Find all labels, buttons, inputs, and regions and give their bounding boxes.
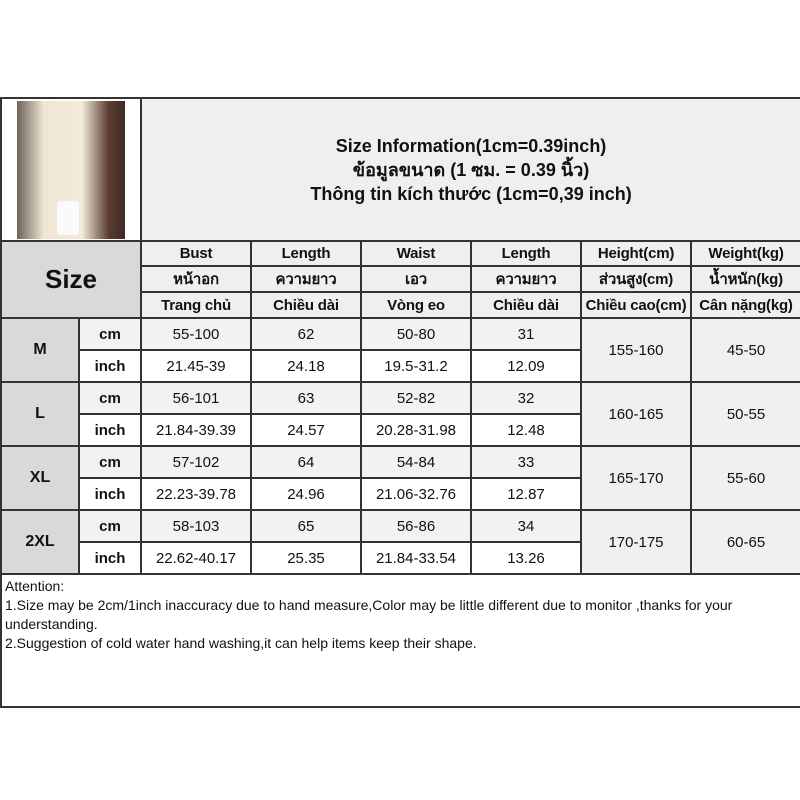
measurement-cell: 34: [470, 509, 582, 543]
unit-label: cm: [78, 381, 142, 415]
table-row: inch 22.62-40.17 25.35 21.84-33.54 13.26: [1, 541, 800, 575]
column-header-th: น้ำหนัก(kg): [689, 265, 800, 293]
measurement-cell: 24.18: [250, 349, 362, 383]
size-label: L: [0, 381, 80, 447]
attention-line: 1.Size may be 2cm/1inch inaccuracy due t…: [5, 597, 733, 632]
attention-notes: Attention: 1.Size may be 2cm/1inch inaccu…: [0, 573, 800, 708]
table-row: inch 22.23-39.78 24.96 21.06-32.76 12.87: [1, 477, 800, 511]
table-row: inch 21.45-39 24.18 19.5-31.2 12.09: [1, 349, 800, 383]
title-thai: ข้อมูลขนาด (1 ซม. = 0.39 นิ้ว): [352, 159, 590, 180]
height-cell: 160-165: [580, 381, 692, 447]
size-label: XL: [0, 445, 80, 511]
measurement-cell: 21.06-32.76: [360, 477, 472, 511]
product-photo-cell: [0, 97, 142, 242]
measurement-cell: 21.84-39.39: [140, 413, 252, 447]
measurement-cell: 62: [250, 317, 362, 351]
measurement-cell: 31: [470, 317, 582, 351]
measurement-cell: 33: [470, 445, 582, 479]
column-header-en: Weight(kg): [689, 240, 800, 267]
column-header-en: Length: [470, 240, 582, 267]
unit-label: inch: [78, 413, 142, 447]
measurement-cell: 12.87: [470, 477, 582, 511]
column-header-vi: Cân nặng(kg): [689, 291, 800, 319]
column-header-en: Bust: [140, 240, 252, 267]
column-header-vi: Chiều dài: [470, 291, 582, 319]
column-header-th: ส่วนสูง(cm): [580, 265, 692, 293]
measurement-cell: 22.62-40.17: [140, 541, 252, 575]
measurement-cell: 21.45-39: [140, 349, 252, 383]
weight-cell: 60-65: [689, 509, 800, 575]
column-header-th: ความยาว: [250, 265, 362, 293]
title-english: Size Information(1cm=0.39inch): [335, 135, 607, 156]
weight-cell: 55-60: [689, 445, 800, 511]
measurement-cell: 52-82: [360, 381, 472, 415]
measurement-cell: 50-80: [360, 317, 472, 351]
column-header-vi: Vòng eo: [360, 291, 472, 319]
measurement-cell: 54-84: [360, 445, 472, 479]
height-cell: 165-170: [580, 445, 692, 511]
measurement-cell: 20.28-31.98: [360, 413, 472, 447]
measurement-cell: 12.48: [470, 413, 582, 447]
column-header-th: ความยาว: [470, 265, 582, 293]
table-row: XL cm 57-102 64 54-84 33 165-170 55-60: [0, 445, 800, 511]
title-vietnamese: Thông tin kích thước (1cm=0,39 inch): [310, 183, 632, 204]
measurement-cell: 32: [470, 381, 582, 415]
column-header-en: Waist: [360, 240, 472, 267]
measurement-cell: 58-103: [140, 509, 252, 543]
column-header-en: Height(cm): [580, 240, 692, 267]
measurement-cell: 24.96: [250, 477, 362, 511]
attention-heading: Attention:: [5, 578, 65, 594]
column-header-vi: Chiều dài: [250, 291, 362, 319]
unit-label: inch: [78, 477, 142, 511]
measurement-cell: 21.84-33.54: [360, 541, 472, 575]
size-chart-table: Size Information(1cm=0.39inch) ข้อมูลขนา…: [0, 97, 800, 708]
table-row: 2XL cm 58-103 65 56-86 34 170-175 60-65: [0, 509, 800, 575]
measurement-cell: 57-102: [140, 445, 252, 479]
unit-label: inch: [78, 541, 142, 575]
product-photo: [17, 100, 125, 239]
size-label: M: [0, 317, 80, 383]
unit-label: cm: [78, 509, 142, 543]
unit-label: cm: [78, 317, 142, 351]
size-header: Size: [0, 240, 142, 319]
measurement-cell: 64: [250, 445, 362, 479]
table-row: inch 21.84-39.39 24.57 20.28-31.98 12.48: [1, 413, 800, 447]
height-cell: 170-175: [580, 509, 692, 575]
measurement-cell: 13.26: [470, 541, 582, 575]
column-header-vi: Trang chủ: [140, 291, 252, 319]
measurement-cell: 65: [250, 509, 362, 543]
measurement-cell: 56-101: [140, 381, 252, 415]
measurement-cell: 24.57: [250, 413, 362, 447]
measurement-cell: 12.09: [470, 349, 582, 383]
column-header-vi: Chiều cao(cm): [580, 291, 692, 319]
weight-cell: 45-50: [689, 317, 800, 383]
column-header-th: เอว: [360, 265, 472, 293]
column-header-en: Length: [250, 240, 362, 267]
measurement-cell: 63: [250, 381, 362, 415]
measurement-cell: 25.35: [250, 541, 362, 575]
height-cell: 155-160: [580, 317, 692, 383]
measurement-cell: 19.5-31.2: [360, 349, 472, 383]
weight-cell: 50-55: [689, 381, 800, 447]
measurement-cell: 56-86: [360, 509, 472, 543]
unit-label: inch: [78, 349, 142, 383]
measurement-cell: 22.23-39.78: [140, 477, 252, 511]
column-header-th: หน้าอก: [140, 265, 252, 293]
size-label: 2XL: [0, 509, 80, 575]
unit-label: cm: [78, 445, 142, 479]
attention-line: 2.Suggestion of cold water hand washing,…: [5, 635, 477, 651]
size-info-title: Size Information(1cm=0.39inch) ข้อมูลขนา…: [139, 97, 800, 242]
measurement-cell: 55-100: [140, 317, 252, 351]
